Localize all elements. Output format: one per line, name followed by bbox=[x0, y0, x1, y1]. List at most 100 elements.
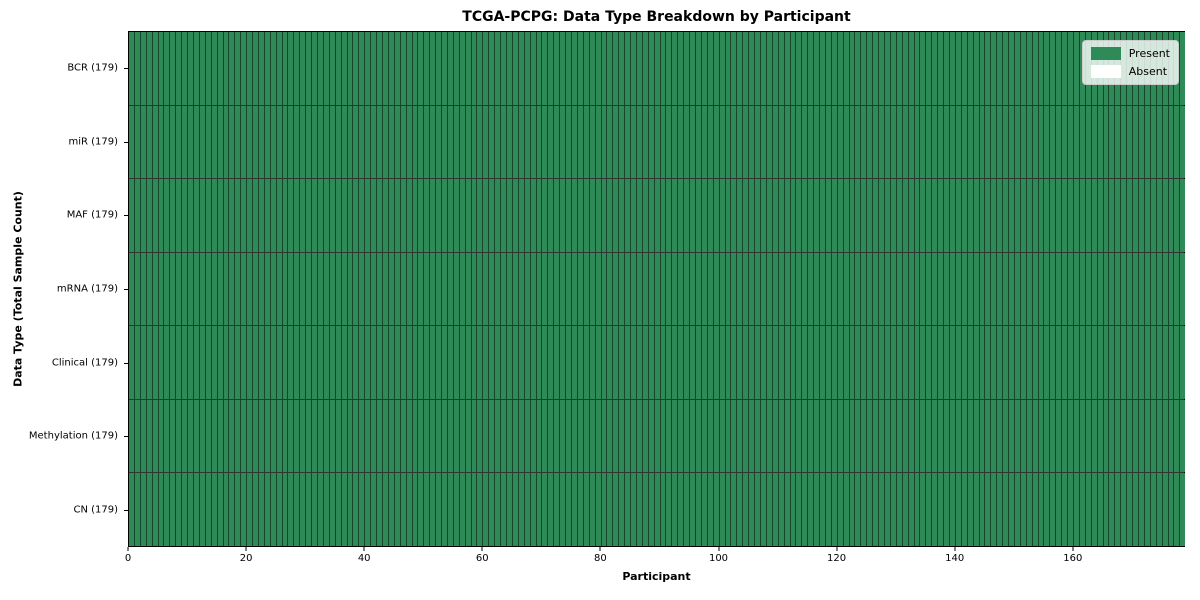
heatmap-cell bbox=[252, 32, 258, 105]
heatmap-cell bbox=[641, 32, 648, 105]
heatmap-cell bbox=[157, 105, 164, 179]
heatmap-cell bbox=[1149, 399, 1156, 473]
heatmap-cell bbox=[819, 326, 825, 399]
heatmap-cell bbox=[901, 105, 908, 179]
heatmap-cell bbox=[565, 32, 571, 105]
heatmap-cell bbox=[163, 105, 170, 179]
heatmap-cell bbox=[204, 179, 211, 252]
heatmap-cell bbox=[364, 326, 371, 399]
heatmap-cell bbox=[163, 473, 170, 547]
heatmap-cell bbox=[435, 252, 442, 326]
legend-swatch-present bbox=[1090, 47, 1121, 60]
heatmap-cell bbox=[860, 105, 867, 179]
heatmap-cell bbox=[452, 179, 459, 252]
heatmap-cell bbox=[783, 179, 790, 252]
heatmap-cell bbox=[700, 179, 707, 252]
heatmap-cell bbox=[529, 326, 536, 399]
heatmap-cell bbox=[819, 32, 825, 105]
heatmap-cell bbox=[287, 32, 294, 105]
heatmap-cell bbox=[192, 179, 199, 252]
heatmap-cell bbox=[606, 252, 613, 326]
y-tick-label: mRNA (179) bbox=[56, 283, 118, 295]
heatmap-cell bbox=[1102, 399, 1109, 473]
y-tick-mark bbox=[124, 362, 128, 364]
heatmap-cell bbox=[228, 105, 235, 179]
heatmap-cell bbox=[204, 399, 211, 473]
heatmap-cell bbox=[884, 32, 890, 105]
heatmap-cell bbox=[884, 105, 890, 179]
heatmap-cell bbox=[346, 252, 353, 326]
heatmap-cell bbox=[1067, 105, 1073, 179]
heatmap-cell bbox=[819, 105, 825, 179]
heatmap-cell bbox=[624, 252, 631, 326]
heatmap-cell bbox=[836, 105, 843, 179]
heatmap-cell bbox=[624, 326, 631, 399]
heatmap-cell bbox=[198, 105, 205, 179]
heatmap-cell bbox=[872, 473, 879, 547]
heatmap-cell bbox=[252, 399, 258, 473]
x-tick-mark bbox=[599, 547, 601, 551]
heatmap-cell bbox=[836, 32, 843, 105]
heatmap-cell bbox=[901, 179, 908, 252]
heatmap-cell bbox=[878, 326, 884, 399]
heatmap-cell bbox=[1031, 32, 1038, 105]
heatmap-cell bbox=[252, 179, 258, 252]
heatmap-cell bbox=[759, 179, 766, 252]
heatmap-cell bbox=[151, 473, 158, 547]
heatmap-cell bbox=[441, 473, 447, 547]
heatmap-cell bbox=[187, 32, 193, 105]
heatmap-cell bbox=[376, 399, 382, 473]
heatmap-cell bbox=[1084, 473, 1091, 547]
heatmap-cell bbox=[163, 399, 170, 473]
heatmap-cell bbox=[198, 326, 205, 399]
heatmap-cell bbox=[1031, 473, 1038, 547]
heatmap-cell bbox=[801, 473, 808, 547]
heatmap-cell bbox=[192, 252, 199, 326]
heatmap-cell bbox=[1073, 252, 1079, 326]
heatmap-cell bbox=[1067, 326, 1073, 399]
heatmap-cell bbox=[807, 105, 814, 179]
heatmap-cell bbox=[435, 326, 442, 399]
heatmap-cell bbox=[718, 179, 725, 252]
heatmap-cell bbox=[889, 252, 896, 326]
heatmap-cell bbox=[801, 326, 808, 399]
chart-title: TCGA-PCPG: Data Type Breakdown by Partic… bbox=[462, 9, 851, 25]
heatmap-cell bbox=[1055, 326, 1062, 399]
heatmap-cell bbox=[730, 326, 737, 399]
y-axis-ticks: BCR (179) miR (179) MAF (179) mRNA (179) Cli… bbox=[0, 31, 128, 547]
heatmap-cell bbox=[618, 252, 625, 326]
heatmap-cell bbox=[972, 252, 979, 326]
heatmap-cell bbox=[789, 473, 796, 547]
heatmap-cell bbox=[570, 32, 577, 105]
heatmap-cell bbox=[606, 105, 613, 179]
heatmap-cell bbox=[1126, 179, 1133, 252]
heatmap-cell bbox=[240, 105, 247, 179]
heatmap-cell bbox=[1108, 326, 1115, 399]
heatmap-cell bbox=[328, 105, 335, 179]
heatmap-cell bbox=[488, 326, 495, 399]
heatmap-cell bbox=[381, 105, 388, 179]
heatmap-cell bbox=[984, 179, 991, 252]
heatmap-cell bbox=[972, 399, 979, 473]
heatmap-cell bbox=[169, 326, 176, 399]
heatmap-cell bbox=[370, 105, 377, 179]
heatmap-cell bbox=[181, 473, 188, 547]
heatmap-cell bbox=[358, 105, 365, 179]
heatmap-cell bbox=[317, 32, 323, 105]
heatmap-cell bbox=[683, 473, 690, 547]
heatmap-cell bbox=[275, 32, 282, 105]
heatmap-cell bbox=[523, 326, 530, 399]
heatmap-cell bbox=[576, 326, 583, 399]
heatmap-cell bbox=[854, 252, 861, 326]
heatmap-cell bbox=[878, 473, 884, 547]
heatmap-cell bbox=[588, 326, 595, 399]
heatmap-cell bbox=[889, 32, 896, 105]
heatmap-cell bbox=[978, 179, 985, 252]
heatmap-cell bbox=[748, 252, 755, 326]
heatmap-cell bbox=[1078, 105, 1085, 179]
heatmap-cell bbox=[553, 326, 560, 399]
heatmap-cell bbox=[423, 252, 430, 326]
heatmap-cell bbox=[446, 399, 453, 473]
heatmap-row bbox=[129, 105, 1186, 180]
y-tick-mark bbox=[124, 289, 128, 290]
